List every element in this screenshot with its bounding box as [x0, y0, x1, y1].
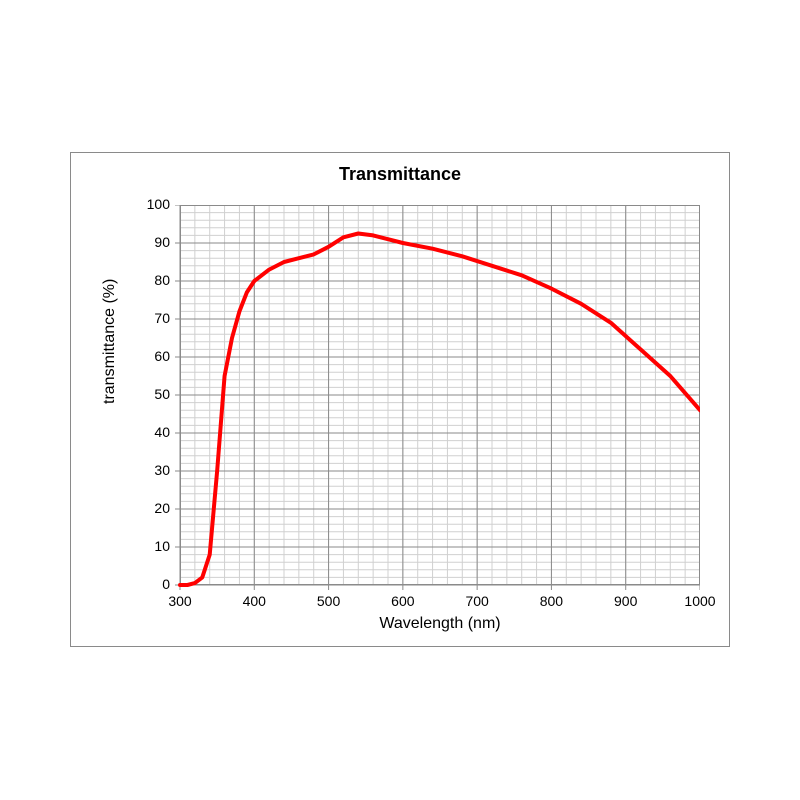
page-root: Transmittance transmittance (%) Waveleng…	[0, 0, 800, 800]
x-tick-label: 400	[224, 593, 284, 609]
y-tick-label: 40	[120, 424, 170, 440]
x-tick-label: 900	[596, 593, 656, 609]
plot-svg	[174, 205, 700, 591]
x-tick-label: 300	[150, 593, 210, 609]
x-tick-label: 1000	[670, 593, 730, 609]
y-tick-label: 0	[120, 576, 170, 592]
y-tick-label: 10	[120, 538, 170, 554]
y-tick-label: 80	[120, 272, 170, 288]
y-tick-label: 20	[120, 500, 170, 516]
y-axis-label: transmittance (%)	[101, 384, 119, 404]
chart-title: Transmittance	[70, 164, 730, 185]
y-tick-label: 90	[120, 234, 170, 250]
y-tick-label: 100	[120, 196, 170, 212]
x-tick-label: 700	[447, 593, 507, 609]
x-axis-label: Wavelength (nm)	[180, 615, 700, 633]
x-tick-label: 600	[373, 593, 433, 609]
x-tick-label: 800	[521, 593, 581, 609]
y-tick-label: 60	[120, 348, 170, 364]
x-tick-label: 500	[299, 593, 359, 609]
y-tick-label: 50	[120, 386, 170, 402]
plot-area	[180, 205, 700, 585]
y-tick-label: 70	[120, 310, 170, 326]
y-tick-label: 30	[120, 462, 170, 478]
